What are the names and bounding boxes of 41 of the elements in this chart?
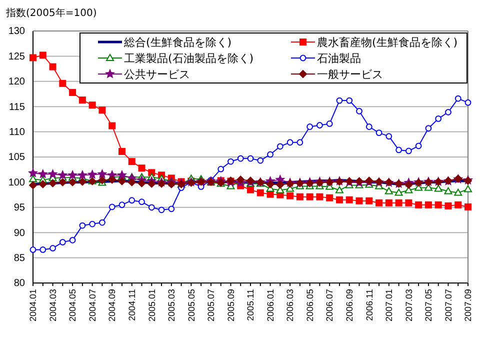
x-tick-label: 2007.03 [404,289,414,322]
y-tick-label: 90 [14,228,26,239]
y-tick-label: 120 [8,76,26,88]
x-tick-label: 2006.07 [324,289,335,322]
x-tick-label: 2005.03 [166,289,177,322]
legend-label: 公共サービス [124,68,190,81]
x-tick-label: 2006.01 [265,289,276,322]
y-tick-label: 130 [8,26,26,38]
y-tick-label: 115 [9,102,26,113]
x-tick-label: 2006.09 [344,289,355,322]
legend-label: 一般サービス [317,68,383,81]
x-tick-label: 2004.09 [107,289,118,322]
x-tick-label: 2005.09 [226,289,236,322]
x-tick-label: 2007.09 [463,289,474,322]
legend-label: 工業製品(石油製品を除く) [124,52,254,65]
y-axis-title: 指数(2005年=100) [5,7,97,19]
y-tick-label: 85 [14,253,26,264]
legend-label: 石油製品 [317,52,361,65]
x-tick-label: 2005.05 [186,289,196,322]
x-tick-label: 2004.11 [127,289,138,321]
x-tick-label: 2004.07 [87,289,98,322]
legend-label: 総合(生鮮食品を除く) [123,36,232,49]
x-tick-label: 2004.05 [68,289,78,322]
x-tick-label: 2006.05 [304,289,315,322]
x-tick-label: 2007.07 [443,289,454,322]
legend-label: 農水畜産物(生鮮食品を除く) [317,36,458,49]
y-tick-label: 80 [14,278,26,290]
x-tick-label: 2005.01 [146,289,157,322]
x-tick-label: 2005.11 [246,289,256,321]
y-tick-label: 125 [8,51,26,62]
x-tick-label: 2004.03 [48,289,58,322]
x-tick-label: 2004.01 [28,289,38,322]
x-tick-label: 2007.01 [384,289,394,322]
y-tick-label: 105 [8,152,26,164]
y-tick-label: 95 [14,202,26,214]
y-tick-label: 110 [9,127,26,138]
x-tick-label: 2006.03 [285,289,296,322]
x-tick-label: 2007.05 [424,289,434,322]
x-tick-label: 2005.07 [206,289,216,322]
y-tick-label: 100 [8,177,26,188]
x-tick-label: 2006.11 [364,289,374,321]
